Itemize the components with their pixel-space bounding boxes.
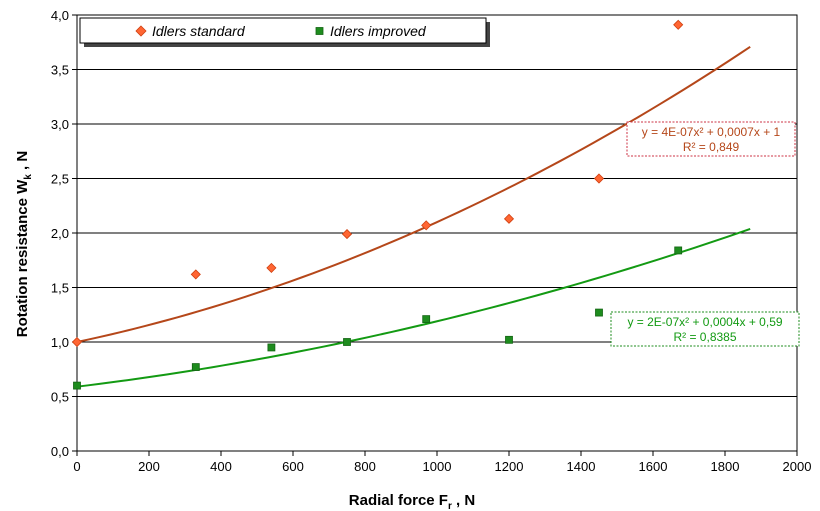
x-tick-label-2: 400 [210,459,232,474]
x-tick-label-10: 2000 [783,459,812,474]
legend-marker-standard [135,25,147,37]
legend-label-improved: Idlers improved [330,23,427,39]
point-series-0-4 [421,220,432,231]
point-series-1-3 [343,338,351,346]
legend-label-standard: Idlers standard [152,23,246,39]
y-tick-label-1: 0,5 [51,390,69,405]
y-tick-label-2: 1,0 [51,335,69,350]
trendlines [76,46,751,388]
equation-box-improved [610,311,800,347]
y-axis-title-tail: , N [14,151,31,174]
y-axis-ticks: 0,0 0,5 1,0 1,5 2,0 2,5 3,0 3,5 4,0 [51,8,77,459]
equation-text-improved: y = 2E-07x² + 0,0004x + 0,59 [627,315,782,329]
y-axis-title-main: Rotation resistance W [14,179,31,337]
data-points [71,19,684,390]
y-tick-label-4: 2,0 [51,226,69,241]
point-series-1-6 [595,308,603,317]
y-tick-label-0: 0,0 [51,444,69,459]
x-tick-label-9: 1800 [711,459,740,474]
trendline-series-1 [76,227,751,388]
x-axis-ticks: 0 200 400 600 800 1000 1200 1400 1600 1800 2000 [73,451,811,474]
x-axis-title-tail: , N [452,492,475,509]
x-tick-label-8: 1600 [639,459,668,474]
point-series-0-6 [593,173,605,184]
y-tick-label-7: 3,5 [51,63,69,78]
x-tick-label-1: 200 [138,459,160,474]
y-tick-label-8: 4,0 [51,8,69,23]
point-series-0-1 [190,269,201,280]
point-series-1-4 [422,315,431,324]
x-tick-label-0: 0 [73,459,80,474]
point-series-0-2 [266,262,277,273]
r2-text-standard: R² = 0,849 [683,140,740,154]
equation-text-standard: y = 4E-07x² + 0,0007x + 1 [642,125,781,139]
x-axis-title-sub: r [448,501,452,511]
point-series-1-0 [73,381,81,390]
x-tick-label-5: 1000 [423,459,452,474]
point-series-0-0 [71,336,83,348]
point-series-0-5 [503,213,515,224]
trend-equation-standard: y = 4E-07x² + 0,0007x + 1 R² = 0,849 [626,121,796,157]
point-series-1-7 [674,246,683,255]
y-axis-title-sub: k [23,174,34,180]
legend-box [79,17,487,44]
x-tick-label-6: 1200 [495,459,524,474]
y-tick-label-5: 2,5 [51,172,69,187]
legend-marker-improved [315,27,324,35]
y-tick-label-3: 1,5 [51,281,69,296]
trend-equation-improved: y = 2E-07x² + 0,0004x + 0,59 R² = 0,8385 [610,311,800,347]
equation-box-standard [626,121,796,157]
point-series-0-7 [673,19,684,30]
y-tick-label-6: 3,0 [51,117,69,132]
r2-text-improved: R² = 0,8385 [673,330,736,344]
point-series-1-1 [191,363,200,371]
point-series-1-5 [505,335,513,344]
x-tick-label-4: 800 [354,459,376,474]
point-series-0-3 [341,229,353,240]
x-axis-title-main: Radial force F [349,492,448,509]
x-tick-label-3: 600 [282,459,304,474]
point-series-1-2 [267,343,276,352]
y-axis-title: Rotation resistance Wk , N [14,151,34,337]
legend: Idlers standard Idlers improved [79,17,490,47]
x-tick-label-7: 1400 [567,459,596,474]
trendline-series-0 [76,46,751,343]
gridlines [77,69,797,397]
x-axis-title: Radial force Fr , N [349,492,475,511]
